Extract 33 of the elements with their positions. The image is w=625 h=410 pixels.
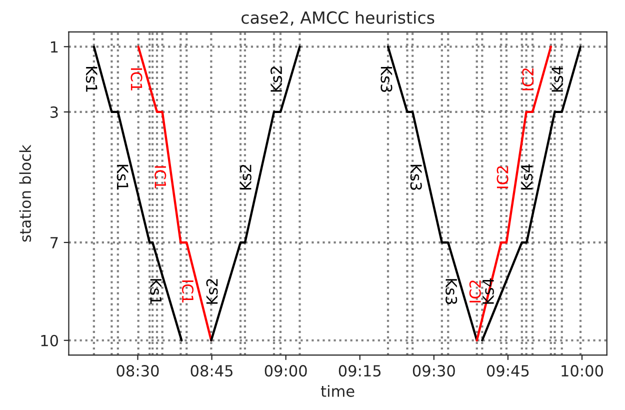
y-tick-label: 10 xyxy=(41,334,58,346)
text: Ks1 xyxy=(86,66,98,92)
text: Ks1 xyxy=(150,279,162,304)
x-tick-label: 09:45 xyxy=(486,365,529,377)
line-series xyxy=(481,46,582,342)
x-tick-label: 08:45 xyxy=(190,365,232,377)
text: Ks2 xyxy=(240,164,252,190)
text: Ks2 xyxy=(270,66,282,92)
text: Ks4 xyxy=(552,66,564,92)
text: Ks3 xyxy=(410,164,422,190)
y-tick-label: 7 xyxy=(50,237,58,248)
text: Ks4 xyxy=(521,164,533,190)
x-tick-label: 09:00 xyxy=(264,365,307,377)
y-tick-label: 1 xyxy=(50,41,58,52)
x-tick-label: 10:00 xyxy=(562,365,603,377)
text: IC1 xyxy=(154,166,166,188)
y-tick-label: 3 xyxy=(50,106,58,118)
y-axis-title: station block xyxy=(19,144,32,242)
x-tick-label: 09:15 xyxy=(338,365,381,377)
text: IC1 xyxy=(182,280,194,302)
text: Ks3 xyxy=(380,66,392,92)
chart-title: case2, AMCC heuristics xyxy=(242,10,434,26)
text: Ks3 xyxy=(446,279,458,304)
text: IC2 xyxy=(469,280,481,302)
text: Ks1 xyxy=(116,164,128,190)
x-axis-title: time xyxy=(320,385,354,397)
x-tick-label: 08:30 xyxy=(116,365,159,377)
text: Ks4 xyxy=(482,278,494,304)
text: Ks2 xyxy=(206,279,218,304)
text: IC2 xyxy=(496,166,508,188)
text: IC2 xyxy=(522,68,534,90)
x-tick-label: 09:30 xyxy=(412,365,455,377)
text: IC1 xyxy=(130,68,142,90)
